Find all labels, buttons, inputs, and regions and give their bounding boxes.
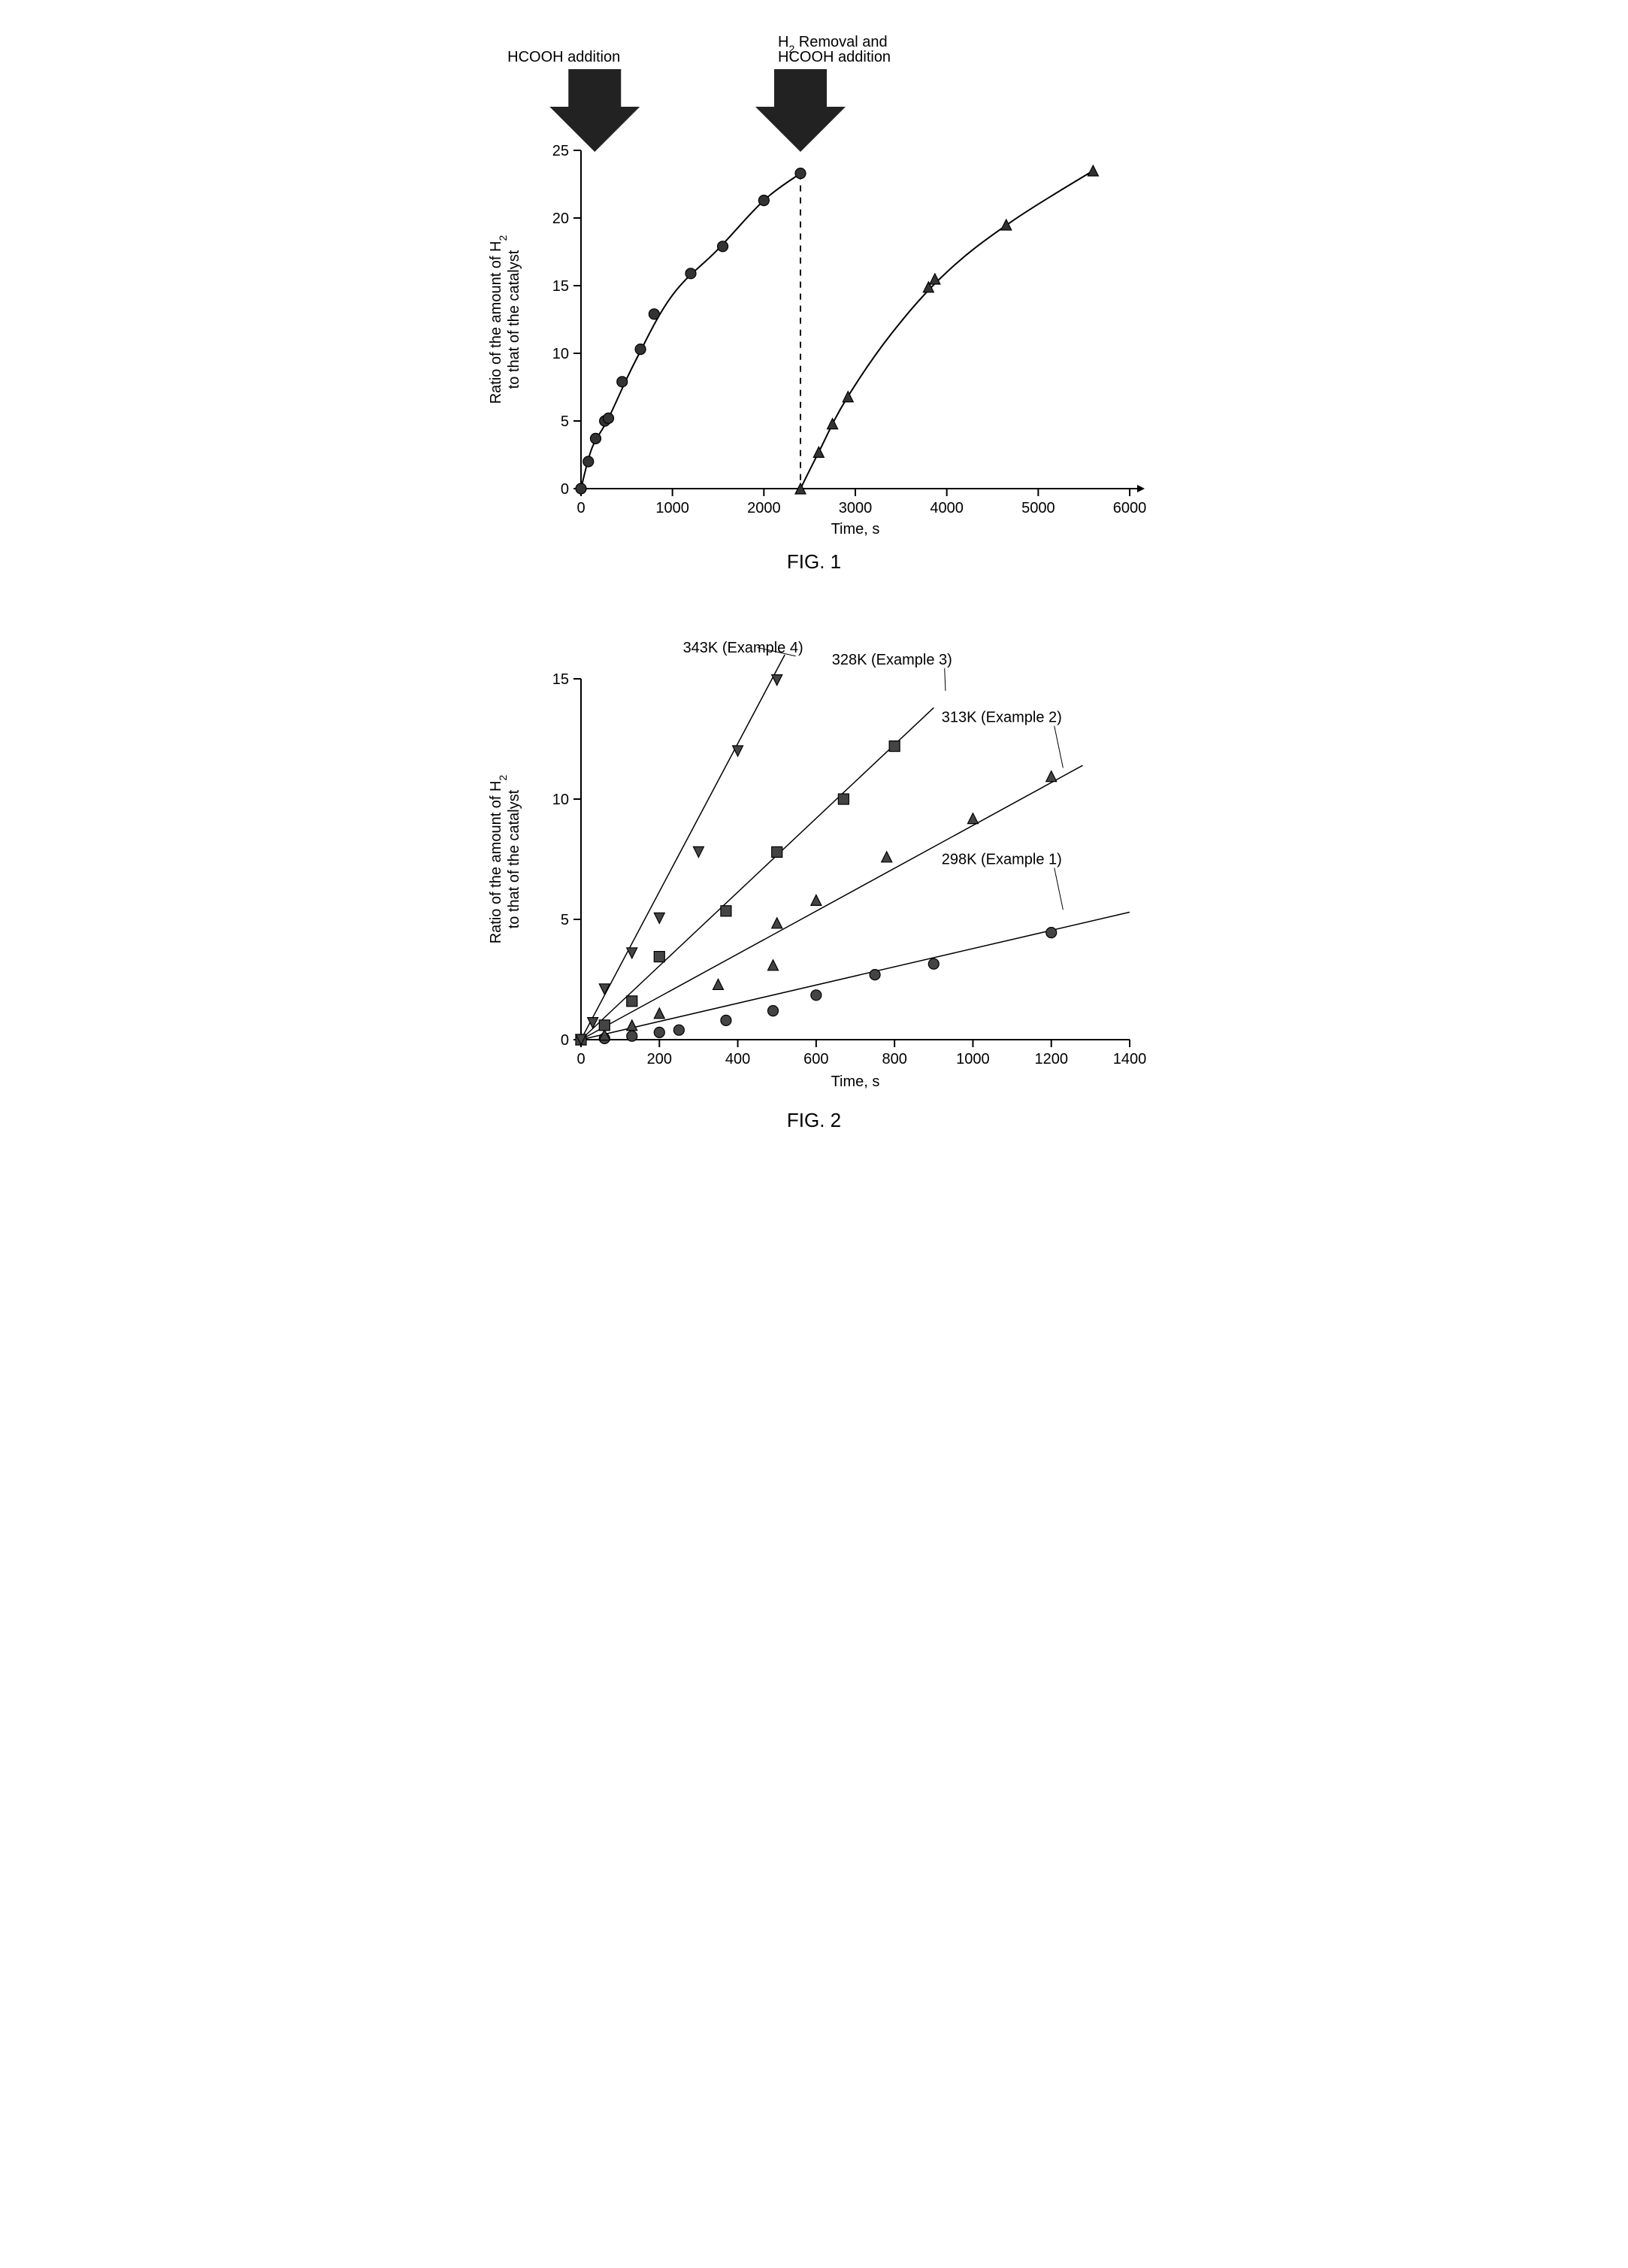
svg-text:to that of the catalyst: to that of the catalyst [506, 789, 522, 928]
fig2-title: FIG. 2 [476, 1109, 1152, 1132]
svg-text:298K (Example 1): 298K (Example 1) [942, 851, 1062, 868]
svg-text:to that of the catalyst: to that of the catalyst [506, 250, 522, 389]
svg-text:15: 15 [552, 671, 569, 688]
svg-text:0: 0 [561, 481, 569, 498]
svg-text:0: 0 [576, 1051, 585, 1067]
svg-text:10: 10 [552, 346, 569, 362]
figure-2: 0200400600800100012001400051015Time, sRa… [476, 634, 1152, 1132]
svg-text:800: 800 [882, 1051, 906, 1067]
svg-text:0: 0 [561, 1032, 569, 1049]
svg-text:25: 25 [552, 143, 569, 159]
svg-text:600: 600 [803, 1051, 828, 1067]
svg-text:3000: 3000 [839, 500, 873, 516]
svg-text:4000: 4000 [930, 500, 964, 516]
svg-text:2000: 2000 [747, 500, 781, 516]
svg-text:400: 400 [725, 1051, 750, 1067]
svg-text:10: 10 [552, 792, 569, 808]
svg-text:313K (Example 2): 313K (Example 2) [942, 710, 1062, 726]
svg-text:343K (Example 4): 343K (Example 4) [683, 640, 803, 656]
svg-text:328K (Example 3): 328K (Example 3) [832, 652, 952, 668]
svg-text:5: 5 [561, 413, 569, 430]
svg-text:20: 20 [552, 210, 569, 227]
svg-text:1000: 1000 [956, 1051, 990, 1067]
svg-text:HCOOH addition: HCOOH addition [507, 49, 620, 65]
svg-text:6000: 6000 [1113, 500, 1147, 516]
svg-text:Time, s: Time, s [831, 1073, 880, 1090]
svg-text:1400: 1400 [1113, 1051, 1147, 1067]
fig1-chart: HCOOH additionH2 Removal andHCOOH additi… [476, 30, 1152, 541]
svg-text:HCOOH addition: HCOOH addition [778, 49, 891, 65]
fig1-title: FIG. 1 [476, 550, 1152, 574]
svg-text:5000: 5000 [1021, 500, 1055, 516]
svg-text:15: 15 [552, 278, 569, 295]
svg-text:1200: 1200 [1034, 1051, 1068, 1067]
figure-1: HCOOH additionH2 Removal andHCOOH additi… [476, 30, 1152, 574]
svg-text:0: 0 [576, 500, 585, 516]
svg-text:5: 5 [561, 912, 569, 928]
fig2-chart: 0200400600800100012001400051015Time, sRa… [476, 634, 1152, 1100]
svg-text:Time, s: Time, s [831, 521, 880, 537]
svg-text:200: 200 [647, 1051, 672, 1067]
svg-text:1000: 1000 [655, 500, 689, 516]
